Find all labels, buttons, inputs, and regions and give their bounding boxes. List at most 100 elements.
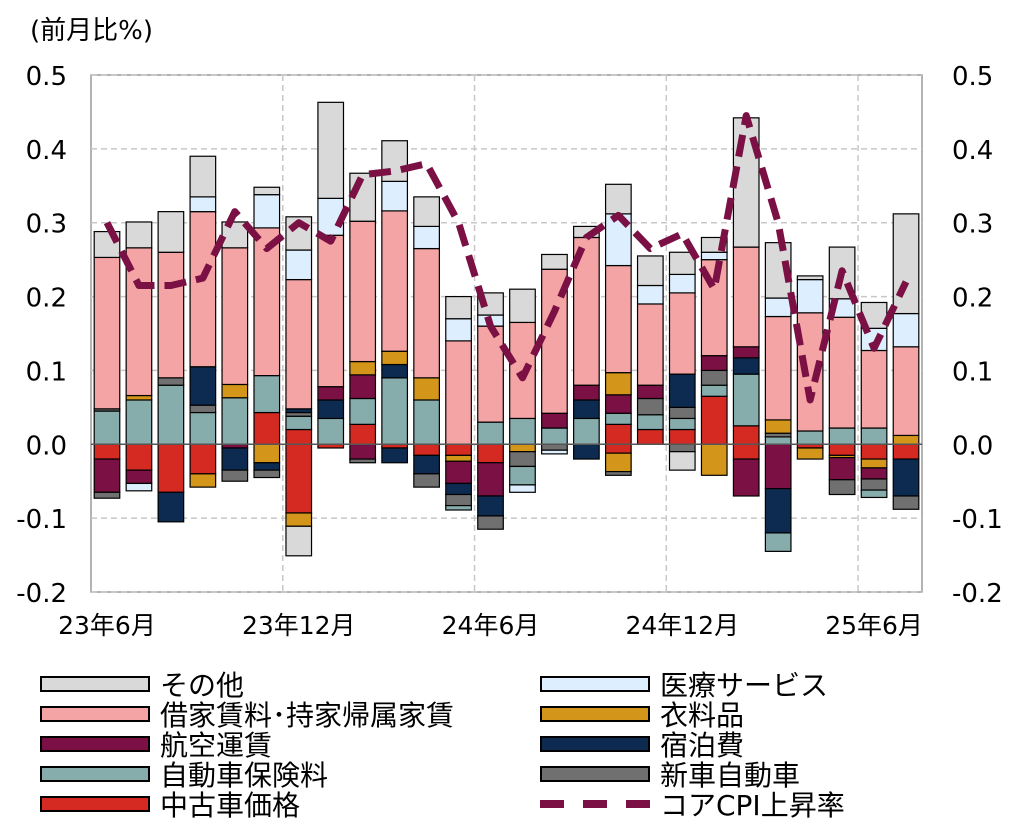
bar-segment [668,417,696,431]
bar-segment [796,447,824,460]
bar-segment [125,482,153,492]
bar-segment [125,247,153,397]
bar-segment [445,443,472,456]
bar-segment [157,384,185,445]
bar-segment [573,417,600,445]
bar-segment [189,404,217,414]
y-tick-label-right: -0.1 [952,505,1003,535]
bar-segment [860,458,888,469]
legend-item: コアCPI上昇率 [540,788,845,822]
bar-segment [413,454,440,475]
x-tick-label: 24年6月 [442,611,540,640]
legend-swatch [540,706,650,722]
bar-segment [860,478,888,491]
bar-segment [93,256,121,410]
bar-segment [541,449,568,455]
bar-segment [221,397,249,445]
bar-segment [764,436,792,445]
bar-segment [636,303,664,386]
y-tick-label-right: 0.5 [952,62,993,92]
bar-segment [477,495,504,517]
bar-segment [764,297,792,318]
legend-label: 自動車保険料 [160,759,329,792]
bar-segment [413,443,440,456]
y-axis-unit-label: (前月比%) [30,16,153,46]
bar-segment [732,373,760,427]
bar-segment [157,251,185,379]
bar-segment [892,434,920,445]
legend-swatch [540,796,650,812]
bar-segment [604,183,632,215]
bar-segment [860,349,888,429]
bar-segment [93,458,121,493]
bar-segment [828,456,856,481]
bar-segment [828,443,856,456]
legend-swatch [540,736,650,752]
bar-segment [285,443,313,514]
bar-segment [381,363,409,379]
y-tick-label-left: 0.2 [26,284,67,314]
bar-segment [764,419,792,434]
legend-swatch [40,736,150,752]
bar-segment [668,406,696,420]
bar-segment [732,443,760,460]
legend-label: 宿泊費 [660,729,745,762]
y-tick-label-right: 0.3 [952,210,993,240]
y-tick-label-right: -0.2 [952,579,1003,609]
bar-segment [764,488,792,534]
bar-segment [285,512,313,527]
bar-segment [221,469,249,482]
bar-segment [828,427,856,445]
bar-segment [892,443,920,460]
y-tick-label-left: 0.3 [26,210,67,240]
bar-segment [604,423,632,445]
bar-segment [509,465,536,486]
bar-segment [509,288,536,324]
bar-segment [125,469,153,485]
bar-segment [860,443,888,460]
bar-segment [828,316,856,429]
legend-swatch [540,676,650,692]
core-cpi-line [103,112,910,404]
bar-segment [796,278,824,314]
bar-segment [221,247,249,386]
legend-item: 自動車保険料 [40,758,328,792]
bar-segment [221,383,249,399]
bar-segment [349,458,377,464]
bar-segment [349,423,377,445]
bar-segment [796,275,824,281]
legend-item: 新車自動車 [540,758,800,792]
bar-segment [668,251,696,276]
bar-segment [445,504,472,511]
legend-label: 新車自動車 [660,759,801,792]
legend-swatch [540,766,650,782]
bar-segment [700,369,728,386]
bar-segment [317,101,345,199]
bar-segment [445,318,472,342]
bar-segment [860,427,888,445]
bar-segment [349,374,377,400]
bar-segment [636,284,664,305]
bar-segment [445,493,472,507]
bar-segment [509,451,536,468]
bar-segment [732,346,760,359]
bar-segment [189,211,217,368]
bar-segment [93,491,121,499]
bar-segment [700,443,728,476]
bar-segment [732,458,760,497]
bar-segment [349,360,377,376]
bar-segment [189,366,217,406]
bar-segment [189,155,217,198]
bar-segment [636,255,664,287]
bar-segment [445,295,472,320]
bar-segment [413,225,440,250]
bar-segment [317,399,345,420]
legend-label: 航空運賃 [160,729,273,762]
bar-segment [125,443,153,471]
bar-segment [381,210,409,352]
y-tick-label-right: 0.1 [952,357,993,387]
y-tick-label-right: 0.4 [952,136,993,166]
bar-segment [604,264,632,374]
bar-segment [604,471,632,476]
bar-segment [668,443,696,453]
